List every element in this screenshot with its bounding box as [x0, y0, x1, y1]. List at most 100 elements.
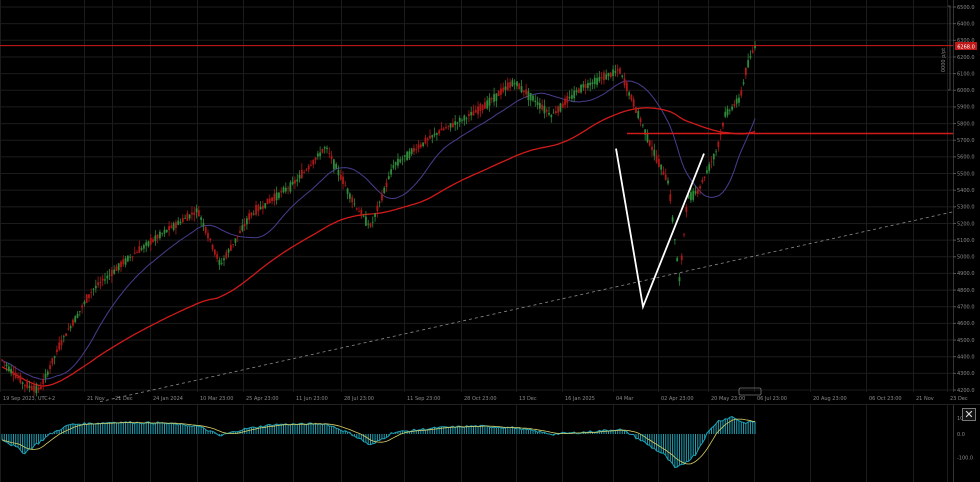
- sma-short-line: [1, 80, 756, 380]
- candle-body: [495, 93, 498, 101]
- candle-body: [488, 97, 491, 106]
- candle-body: [53, 356, 56, 358]
- candle-body: [742, 82, 745, 84]
- candle-body: [648, 140, 651, 146]
- candle-body: [554, 111, 557, 114]
- candle-body: [129, 256, 132, 258]
- candle-body: [550, 115, 553, 118]
- candle-body: [607, 72, 610, 77]
- candle-body: [92, 288, 95, 290]
- candle-body: [722, 122, 724, 127]
- candle-body: [678, 277, 681, 282]
- candle-body: [216, 254, 219, 259]
- time-scroll-marker[interactable]: [738, 387, 762, 396]
- close-indicator-button[interactable]: ✕: [962, 408, 976, 421]
- price-tick-label: 4700.0: [957, 305, 975, 311]
- price-tick-label: 5500.0: [957, 171, 975, 177]
- price-scale-bracket: [948, 5, 951, 91]
- candle-body: [747, 60, 750, 68]
- candle-body: [717, 141, 720, 148]
- candle-body: [76, 313, 79, 318]
- candle-body: [239, 230, 241, 234]
- candle-body: [353, 203, 356, 205]
- candle-body: [440, 128, 443, 131]
- candle-body: [474, 109, 477, 113]
- candle-body: [149, 238, 152, 245]
- candle-body: [390, 169, 392, 175]
- trendline-layer: [99, 211, 954, 403]
- candle-body: [664, 174, 667, 181]
- candle-body: [326, 147, 328, 150]
- candle-body: [310, 164, 312, 166]
- candle-body: [543, 105, 546, 114]
- price-axis: 6500.0 6400.0 6300.0 6200.0 6100.0 6000.0 5900…: [948, 0, 975, 394]
- candle-body: [394, 162, 397, 165]
- candle-body: [573, 90, 576, 99]
- candle-body: [202, 223, 205, 227]
- price-tick-label: 6100.0: [957, 71, 975, 77]
- candle-body: [591, 82, 594, 85]
- candle-body: [669, 194, 672, 202]
- candle-body: [731, 106, 734, 110]
- candle-body: [287, 187, 289, 189]
- candle-body: [612, 69, 614, 76]
- candle-body: [635, 107, 637, 113]
- candle-body: [484, 102, 486, 109]
- candle-body: [10, 368, 13, 374]
- candle-body: [413, 147, 415, 152]
- candle-body: [284, 187, 287, 192]
- candle-body: [7, 366, 10, 371]
- candle-body: [26, 381, 29, 388]
- candle-body: [58, 342, 61, 350]
- candle-body: [209, 238, 212, 241]
- time-tick-label: 28 Oct 23:00: [464, 396, 497, 402]
- price-tick-label: 6200.0: [957, 55, 975, 61]
- candle-body: [83, 301, 86, 305]
- candle-body: [561, 103, 564, 108]
- candle-body: [5, 364, 8, 367]
- candle-body: [470, 112, 473, 116]
- candle-body: [603, 72, 605, 81]
- candle-body: [225, 252, 228, 259]
- candle-body: [305, 169, 308, 171]
- candle-body: [175, 222, 177, 229]
- candle-body: [191, 212, 193, 215]
- candle-body: [632, 99, 635, 107]
- candle-body: [200, 217, 203, 220]
- v-pattern-drawing[interactable]: [615, 148, 705, 311]
- candle-body: [115, 266, 118, 272]
- candle-body: [72, 319, 74, 326]
- candle-body: [657, 159, 660, 167]
- candle-body: [683, 233, 685, 235]
- candle-body: [262, 205, 264, 209]
- candle-body: [690, 192, 692, 201]
- candle-body: [120, 261, 122, 268]
- candle-body: [687, 194, 690, 199]
- candle-body: [165, 229, 168, 233]
- time-tick-label: 10 Mar 23:00: [200, 396, 233, 402]
- price-tick-label: 5000.0: [957, 255, 975, 261]
- price-tick-label: 6400.0: [957, 21, 975, 27]
- candle-body: [639, 118, 642, 122]
- candle-body: [525, 89, 528, 95]
- macd-indicator-panel: [1, 415, 756, 469]
- candle-body: [447, 125, 450, 127]
- candle-body: [241, 225, 244, 231]
- candle-body: [584, 84, 587, 88]
- candle-body: [513, 83, 516, 85]
- candle-body: [74, 316, 77, 323]
- price-tick-label: 5800.0: [957, 121, 975, 127]
- candle-body: [733, 104, 736, 106]
- candle-body: [346, 188, 349, 194]
- candle-body: [234, 238, 237, 243]
- candle-body: [671, 217, 674, 222]
- candle-body: [435, 133, 438, 135]
- candle-body: [273, 193, 276, 202]
- candle-body: [154, 235, 157, 242]
- candle-body: [223, 258, 225, 261]
- time-scroll-handle[interactable]: [738, 387, 762, 396]
- candle-body: [362, 215, 365, 217]
- candle-body: [21, 382, 24, 385]
- horizontal-levels[interactable]: [0, 45, 953, 135]
